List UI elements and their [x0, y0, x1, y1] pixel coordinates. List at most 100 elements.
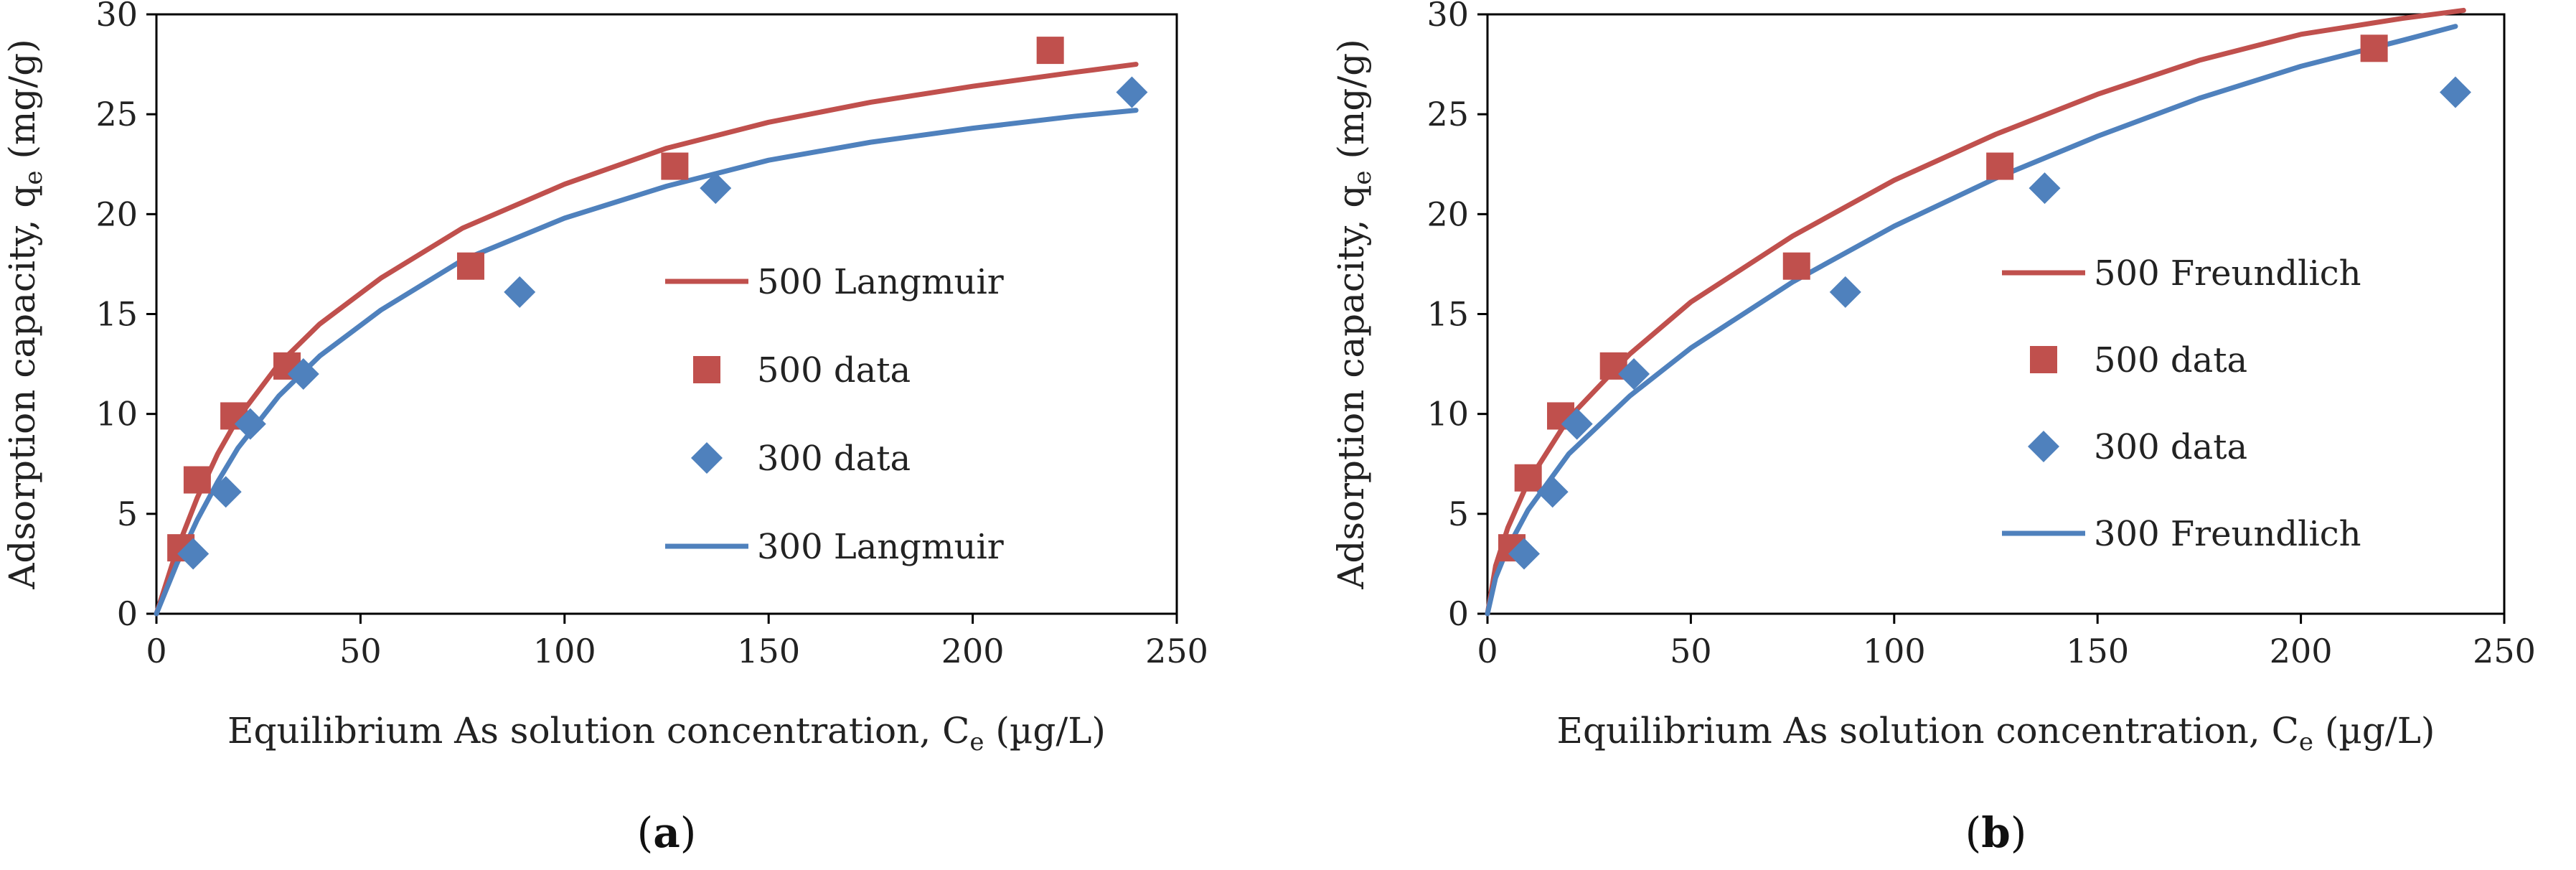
x-axis-title-main: Equilibrium As solution concentration, C — [227, 710, 969, 752]
x-axis-title-main: Equilibrium As solution concentration, C — [1557, 710, 2299, 752]
panel-label-letter: a — [653, 808, 680, 857]
diamond-data-point — [504, 276, 536, 308]
diamond-data-point — [2029, 172, 2061, 205]
x-axis-title-unit: (µg/L) — [984, 710, 1105, 752]
legend-label: 300 Freundlich — [2094, 514, 2361, 554]
panel-label-close-paren: ) — [2011, 808, 2027, 857]
diamond-data-point — [234, 408, 266, 440]
plot-frame — [155, 13, 1178, 615]
x-axis-title: Equilibrium As solution concentration, C… — [1557, 710, 2435, 757]
legend-marker-swatch — [691, 442, 723, 474]
x-tick-label: 150 — [737, 632, 800, 670]
y-tick-label: 15 — [1426, 295, 1469, 334]
y-tick-label: 20 — [95, 195, 138, 233]
y-tick-label: 0 — [1448, 594, 1469, 633]
diamond-data-point — [1536, 476, 1569, 508]
y-tick-label: 30 — [95, 0, 138, 34]
y-axis-title-main: Adsorption capacity, q — [1, 185, 43, 590]
y-axis-title-subscript: e — [19, 170, 48, 184]
legend-item: 300 Freundlich — [2002, 514, 2361, 554]
legend-label: 300 Langmuir — [757, 527, 1004, 567]
y-tick-label: 5 — [117, 495, 138, 533]
square-data-point — [1514, 464, 1542, 492]
diamond-data-point — [1561, 408, 1593, 440]
x-tick-label: 50 — [1670, 632, 1712, 670]
legend-label: 300 data — [2094, 427, 2247, 467]
diamond-data-point — [1618, 358, 1650, 390]
x-tick-label: 200 — [2270, 632, 2333, 670]
x-tick-label: 250 — [1145, 632, 1208, 670]
series-line-300-langmuir — [154, 108, 1139, 617]
y-tick-label: 5 — [1448, 495, 1469, 533]
square-data-point — [1782, 252, 1810, 280]
x-tick-label: 0 — [146, 632, 166, 670]
diamond-data-point — [177, 538, 210, 570]
legend-marker-swatch — [2030, 346, 2057, 373]
diamond-data-point — [700, 172, 732, 205]
square-data-point — [183, 466, 211, 494]
x-tick-label: 150 — [2066, 632, 2129, 670]
y-axis-title: Adsorption capacity, qe (mg/g) — [1, 39, 48, 590]
panel-label: (b) — [1965, 808, 2027, 857]
square-data-point — [1986, 152, 2014, 180]
y-tick-label: 15 — [95, 295, 138, 334]
x-axis-title-subscript: e — [969, 728, 984, 757]
y-axis-title-unit: (mg/g) — [1330, 39, 1372, 170]
panel-label: (a) — [637, 808, 697, 857]
legend: 500 Freundlich 500 data 300 data 300 Freund… — [2002, 253, 2361, 554]
x-axis-title-subscript: e — [2299, 728, 2313, 757]
legend-label: 500 Langmuir — [757, 262, 1004, 302]
x-tick-label: 0 — [1477, 632, 1498, 670]
x-tick-label: 100 — [1863, 632, 1926, 670]
x-axis-title-unit: (µg/L) — [2313, 710, 2435, 752]
legend-item: 500 Freundlich — [2002, 253, 2361, 294]
diamond-data-point — [1508, 538, 1541, 570]
legend-item: 500 data — [693, 350, 911, 390]
legend-item: 300 data — [2028, 427, 2247, 467]
y-tick-label: 20 — [1426, 195, 1469, 233]
diamond-data-point — [2439, 76, 2471, 108]
legend-marker-swatch — [2028, 431, 2059, 462]
y-tick-label: 10 — [95, 395, 138, 434]
legend-label: 500 Freundlich — [2094, 253, 2361, 294]
y-tick-label: 25 — [95, 95, 138, 134]
square-data-point — [661, 152, 689, 180]
panel-label-open-paren: ( — [637, 808, 654, 857]
y-axis-title: Adsorption capacity, qe (mg/g) — [1330, 39, 1377, 590]
legend-label: 500 data — [2094, 340, 2247, 380]
y-tick-label: 10 — [1426, 395, 1469, 434]
chart-panel-b: 0 50 100 150 200 250 0 5 10 15 20 25 30 Equilibrium A… — [1330, 0, 2536, 857]
diamond-data-point — [1116, 76, 1148, 108]
legend-item: 500 data — [2030, 340, 2247, 380]
square-data-point — [1036, 37, 1064, 65]
legend-item: 300 data — [691, 439, 911, 479]
legend-item: 500 Langmuir — [665, 262, 1004, 302]
x-axis-title: Equilibrium As solution concentration, C… — [227, 710, 1106, 757]
legend: 500 Langmuir 500 data 300 data 300 Langmuir — [665, 262, 1004, 567]
x-tick-label: 50 — [339, 632, 382, 670]
y-axis-title-unit: (mg/g) — [1, 39, 43, 170]
diamond-data-point — [1829, 276, 1861, 308]
y-tick-label: 25 — [1426, 95, 1469, 134]
y-axis-title-main: Adsorption capacity, q — [1330, 185, 1372, 590]
legend-label: 500 data — [757, 350, 911, 390]
series-line-500-freundlich — [1485, 7, 2466, 617]
diamond-data-point — [210, 476, 242, 508]
legend-marker-swatch — [693, 356, 720, 383]
series-300-data — [1508, 76, 2471, 570]
square-data-point — [2360, 34, 2388, 62]
panel-label-close-paren: ) — [680, 808, 697, 857]
series-300-data — [177, 76, 1148, 570]
y-tick-label: 30 — [1426, 0, 1469, 34]
legend-label: 300 data — [757, 439, 911, 479]
panel-label-letter: b — [1981, 808, 2011, 857]
y-tick-label: 0 — [117, 594, 138, 633]
square-data-point — [456, 252, 484, 280]
x-tick-label: 200 — [941, 632, 1005, 670]
x-tick-label: 100 — [533, 632, 596, 670]
legend-item: 300 Langmuir — [665, 527, 1004, 567]
y-axis-title-subscript: e — [1348, 170, 1377, 184]
panel-label-open-paren: ( — [1965, 808, 1982, 857]
x-tick-label: 250 — [2473, 632, 2536, 670]
